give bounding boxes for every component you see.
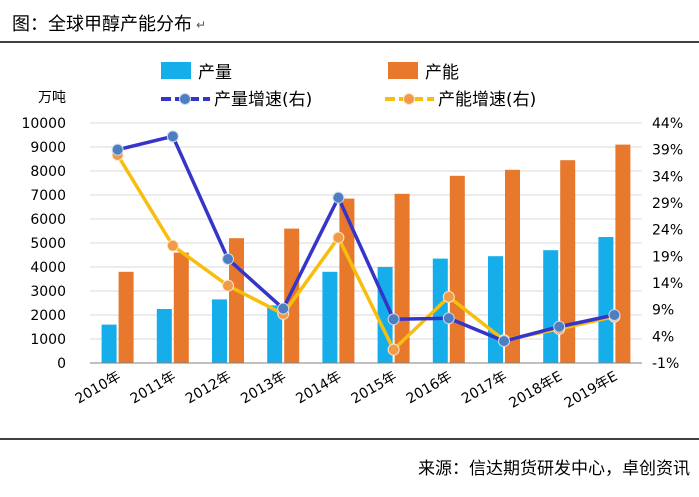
bar-production: [101, 324, 117, 363]
marker-production-growth: [166, 130, 179, 143]
left-tick-label: 2000: [30, 308, 66, 324]
left-tick-label: 10000: [21, 116, 66, 132]
right-tick-label: 9%: [652, 303, 674, 319]
right-tick-label: 24%: [652, 223, 683, 239]
marker-capacity-growth: [442, 290, 455, 303]
bar-production: [322, 271, 338, 363]
right-tick-label: -1%: [652, 356, 679, 372]
bar-capacity: [505, 169, 520, 363]
right-tick-label: 19%: [652, 249, 683, 265]
right-tick-label: 39%: [652, 143, 683, 159]
legend-label-production-growth: 产量增速(右): [214, 90, 312, 110]
category-label: 2017年: [459, 369, 510, 408]
marker-capacity-growth: [222, 279, 234, 292]
bars: [101, 144, 631, 363]
legend-marker-production-growth: [179, 93, 191, 105]
bar-production: [267, 305, 283, 363]
paragraph-mark: ↵: [196, 18, 206, 32]
right-tick-label: 4%: [652, 329, 674, 345]
marker-production-growth: [277, 302, 290, 315]
legend: 产量 产能 产量增速(右) 产能增速(右): [161, 62, 536, 110]
left-tick-label: 4000: [30, 260, 66, 276]
bar-capacity: [449, 175, 465, 363]
category-label: 2012年: [183, 369, 234, 408]
line-production-growth: [117, 134, 615, 343]
category-label: 2014年: [293, 369, 344, 408]
bar-capacity: [560, 160, 576, 363]
figure-title: 图：全球甲醇产能分布: [12, 14, 192, 35]
unit-label: 万吨: [38, 90, 66, 106]
left-tick-label: 3000: [30, 284, 66, 300]
legend-label-production: 产量: [198, 63, 232, 83]
marker-capacity-growth: [166, 239, 179, 252]
gridlines: [90, 122, 642, 340]
legend-label-capacity-growth: 产能增速(右): [438, 90, 536, 110]
left-tick-label: 0: [57, 356, 66, 372]
bar-capacity: [339, 198, 355, 363]
left-tick-label: 5000: [30, 236, 66, 252]
bar-capacity: [173, 252, 189, 363]
bar-production: [156, 309, 172, 363]
marker-production-growth: [387, 313, 400, 326]
right-tick-label: 29%: [652, 196, 683, 212]
left-tick-label: 9000: [30, 140, 66, 156]
marker-production-growth: [111, 143, 124, 156]
left-tick-label: 1000: [30, 332, 66, 348]
right-tick-label: 14%: [652, 276, 683, 292]
right-tick-label: 44%: [652, 116, 683, 132]
line-capacity-growth: [116, 154, 615, 352]
growth-lines: [111, 130, 621, 356]
legend-swatch-capacity: [388, 62, 418, 79]
category-label: 2011年: [128, 369, 179, 408]
marker-production-growth: [332, 191, 345, 204]
marker-capacity-growth: [387, 343, 400, 356]
left-tick-label: 6000: [30, 212, 66, 228]
bar-production: [598, 237, 614, 363]
category-label: 2013年: [238, 369, 289, 408]
bar-production: [488, 256, 503, 363]
marker-production-growth: [442, 312, 455, 325]
marker-production-growth: [608, 309, 621, 321]
category-label: 2015年: [349, 369, 400, 408]
left-tick-label: 8000: [30, 164, 66, 180]
left-tick-label: 7000: [30, 188, 66, 204]
bar-capacity: [284, 228, 300, 363]
marker-production-growth: [222, 253, 234, 265]
right-tick-label: 34%: [652, 169, 683, 185]
legend-swatch-production: [161, 62, 191, 79]
bar-production: [432, 258, 448, 363]
marker-production-growth: [498, 335, 510, 348]
bar-production: [212, 299, 227, 363]
bar-production: [543, 250, 559, 363]
legend-marker-capacity-growth: [403, 93, 415, 105]
category-label: 2019年E: [562, 369, 621, 412]
category-label: 2010年: [73, 369, 124, 408]
marker-capacity-growth: [332, 231, 345, 244]
category-label: 2018年E: [507, 369, 566, 412]
marker-production-growth: [553, 320, 566, 333]
source-note: 来源：信达期货研发中心，卓创资讯: [418, 459, 690, 479]
bar-capacity: [615, 144, 631, 363]
category-label: 2016年: [404, 369, 455, 408]
legend-label-capacity: 产能: [425, 63, 459, 83]
bar-capacity: [118, 271, 134, 363]
